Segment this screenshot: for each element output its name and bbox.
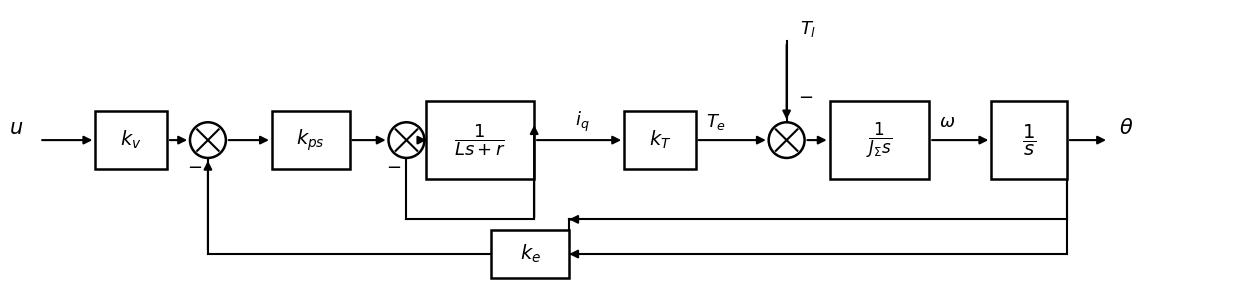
Text: $i_q$: $i_q$: [575, 110, 590, 134]
Text: $-$: $-$: [386, 157, 401, 175]
Bar: [830, 102, 929, 179]
Text: $k_{ps}$: $k_{ps}$: [296, 127, 325, 153]
Bar: [95, 112, 167, 169]
Bar: [624, 112, 696, 169]
Text: $\dfrac{1}{Ls+r}$: $\dfrac{1}{Ls+r}$: [454, 122, 506, 158]
Text: $\omega$: $\omega$: [939, 113, 956, 131]
Text: $\theta$: $\theta$: [1118, 118, 1133, 138]
Text: $k_e$: $k_e$: [520, 243, 541, 265]
Text: $-$: $-$: [187, 157, 202, 175]
Text: $u$: $u$: [9, 118, 24, 138]
Text: $-$: $-$: [797, 87, 812, 105]
Bar: [272, 112, 350, 169]
Bar: [491, 230, 569, 278]
Bar: [991, 102, 1066, 179]
Bar: [427, 102, 534, 179]
Text: $T_e$: $T_e$: [706, 112, 725, 132]
Text: $k_v$: $k_v$: [120, 129, 141, 151]
Text: $k_T$: $k_T$: [649, 129, 671, 151]
Text: $T_l$: $T_l$: [800, 19, 816, 39]
Text: $\dfrac{1}{s}$: $\dfrac{1}{s}$: [1022, 123, 1037, 158]
Text: $\dfrac{1}{J_{\Sigma}s}$: $\dfrac{1}{J_{\Sigma}s}$: [867, 121, 893, 160]
